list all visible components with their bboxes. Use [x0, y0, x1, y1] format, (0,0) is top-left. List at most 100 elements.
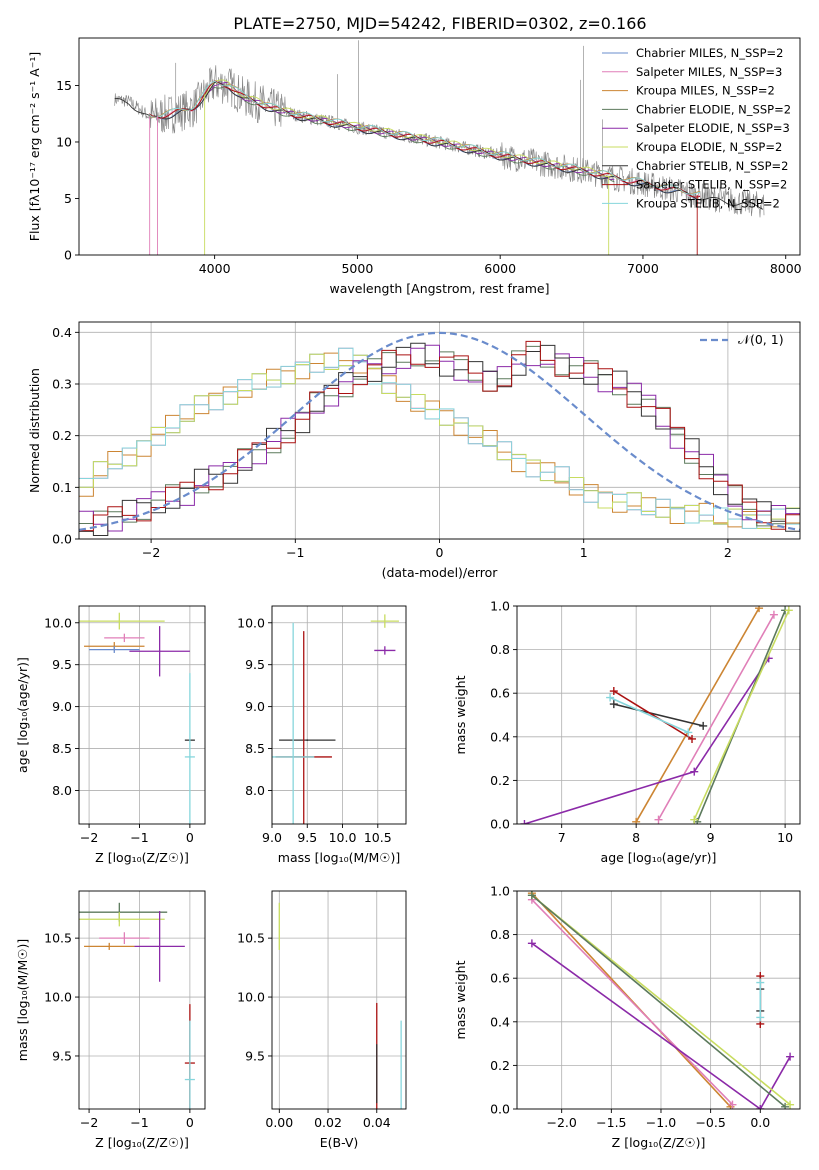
weight-kroupa-elodie-line: [531, 894, 791, 1106]
legend-salpeter-stelib-label: Salpeter STELIB, N_SSP=2: [636, 178, 787, 192]
age_vs_mass-plot-area: [272, 614, 399, 824]
model-kroupa-stelib-curve: [148, 80, 701, 195]
hist-salpeter-stelib: [79, 340, 800, 532]
spectrum-plot-area: [114, 40, 765, 255]
weight-chabrier-elodie-marker: [527, 891, 536, 900]
point-salpeter-elodie: [129, 626, 190, 677]
spectrum-xtick-label: 7000: [627, 261, 659, 276]
model-chabrier-stelib-curve: [114, 82, 764, 210]
mass_vs_EBV-xtick-label: 0.02: [314, 1115, 342, 1130]
weight_vs_age-panel: 7 8 9 10 0.0 0.2 0.4 0.6 0.8 1.0 age [log₁₀(age/yr…: [453, 599, 801, 865]
weight-salpeter-elodie-marker: [786, 1052, 795, 1061]
age_vs_Z-xtick-label: −2: [80, 830, 98, 845]
spectrum-frame: [78, 37, 801, 256]
weight_vs_age-xtick-label: 7: [558, 830, 566, 845]
age_vs_Z-ytick-label: 9.5: [52, 657, 72, 672]
residuals-ytick-label: 0.3: [52, 377, 72, 392]
weight-salpeter-stelib-marker: [688, 734, 697, 743]
age_vs_mass-xtick-label: 9.0: [262, 830, 282, 845]
normal-curve: [79, 331, 800, 531]
weight_vs_Z-ylabel: mass weight: [453, 960, 468, 1039]
age_vs_mass-xtick-label: 9.5: [297, 830, 317, 845]
weight-kroupa-elodie-marker: [784, 606, 793, 615]
weight-salpeter-elodie-line: [524, 657, 770, 824]
hist-kroupa-stelib: [79, 347, 800, 529]
age_vs_mass-frame: [271, 605, 407, 825]
residuals-xtick-label: 1: [580, 545, 588, 560]
weight_vs_Z-ytick-label: 0.0: [490, 1102, 510, 1117]
spectrum-panel: 4000 5000 6000 7000 8000 0 5 10 15 wavelength [An…: [27, 37, 802, 296]
legend-chabrier-miles-label: Chabrier MILES, N_SSP=2: [636, 46, 783, 60]
mass_vs_Z-xlabel: Z [log₁₀(Z/Z☉)]: [95, 1135, 189, 1150]
weight-salpeter-stelib-line: [613, 690, 693, 740]
legend-kroupa-stelib-label: Kroupa STELIB, N_SSP=2: [636, 196, 780, 210]
point-chabrier-stelib: [279, 739, 336, 741]
legend-normal-label: 𝒩(0, 1): [738, 332, 784, 347]
weight_vs_age-ytick-label: 0.6: [490, 686, 510, 701]
weight_vs_age-frame: [516, 605, 801, 825]
spectrum-ytick-label: 10: [56, 134, 72, 149]
mass_vs_Z-ytick-label: 10.5: [44, 931, 72, 946]
weight_vs_Z-xtick-label: −0.5: [695, 1115, 725, 1130]
mass_vs_Z-xtick-label: −2: [80, 1115, 98, 1130]
age_vs_Z-ytick-label: 9.0: [52, 699, 72, 714]
weight-salpeter-miles-line: [657, 614, 775, 820]
age_vs_mass-ytick-label: 10.0: [237, 615, 265, 630]
weight-salpeter-elodie-marker: [527, 939, 536, 948]
weight-kroupa-miles-marker: [632, 817, 641, 824]
legend-salpeter-miles-label: Salpeter MILES, N_SSP=3: [636, 65, 782, 79]
point-kroupa-miles: [84, 942, 135, 950]
spectrum-xtick-label: 8000: [770, 261, 802, 276]
residuals-panel: −2 −1 0 1 2 0.0 0.1 0.2 0.3 0.4 (data-model)/error…: [27, 321, 801, 580]
legend-chabrier-stelib-label: Chabrier STELIB, N_SSP=2: [636, 159, 788, 173]
hist-kroupa-miles: [79, 352, 800, 528]
figure-title: PLATE=2750, MJD=54242, FIBERID=0302, z=0…: [233, 14, 646, 33]
weight_vs_age-xlabel: age [log₁₀(age/yr)]: [601, 850, 717, 865]
point-salpeter-miles: [99, 932, 150, 945]
weight-kroupa-elodie-marker: [786, 1100, 795, 1109]
model-salpeter-stelib-curve: [148, 80, 701, 198]
legend-salpeter-elodie-label: Salpeter ELODIE, N_SSP=3: [636, 121, 790, 135]
mass_vs_EBV-xtick-label: 0.04: [363, 1115, 391, 1130]
age_vs_mass-xtick-label: 10.0: [329, 830, 357, 845]
mass_vs_EBV-ytick-label: 10.0: [237, 990, 265, 1005]
hist-chabrier-stelib: [79, 342, 800, 536]
weight_vs_Z-xtick-label: −2.0: [547, 1115, 577, 1130]
spectrum-ylabel: Flux [fλ10⁻¹⁷ erg cm⁻² s⁻¹ A⁻¹]: [27, 52, 42, 241]
weight-salpeter-elodie-marker: [520, 820, 529, 824]
weight-salpeter-miles-marker: [769, 610, 778, 619]
weight_vs_Z-plot-area: [527, 891, 795, 1109]
weight_vs_Z-ytick-label: 0.4: [490, 1014, 510, 1029]
legend-kroupa-miles-label: Kroupa MILES, N_SSP=2: [636, 84, 775, 98]
residuals-ytick-label: 0.4: [52, 325, 72, 340]
weight-kroupa-miles-marker: [755, 606, 764, 613]
weight_vs_age-ytick-label: 0.8: [490, 642, 510, 657]
weight-kroupa-stelib-marker: [756, 1013, 765, 1022]
weight_vs_Z-xtick-label: 0.0: [750, 1115, 770, 1130]
residuals-xlabel: (data-model)/error: [382, 565, 499, 580]
weight_vs_age-xtick-label: 9: [707, 830, 715, 845]
residuals-xtick-label: −1: [286, 545, 304, 560]
weight-salpeter-elodie-marker: [756, 1105, 765, 1109]
mass_vs_EBV-frame: [271, 890, 407, 1110]
weight-chabrier-elodie-line: [531, 894, 786, 1108]
mass_vs_Z-xtick-label: −1: [130, 1115, 148, 1130]
point-kroupa-elodie: [370, 614, 399, 628]
point-kroupa-stelib: [184, 673, 195, 824]
spectrum-ytick-label: 0: [64, 248, 72, 263]
weight_vs_age-ytick-label: 0.2: [490, 773, 510, 788]
mass_vs_Z-plot-area: [79, 902, 195, 1109]
age_vs_Z-xtick-label: −1: [130, 830, 148, 845]
weight-salpeter-elodie-marker: [690, 767, 699, 776]
age_vs_Z-xtick-label: 0: [186, 830, 194, 845]
point-chabrier-miles: [89, 646, 140, 653]
age_vs_Z-frame: [78, 605, 206, 825]
residuals-xtick-label: −2: [142, 545, 160, 560]
age_vs_mass-xlabel: mass [log₁₀(M/M☉)]: [278, 850, 400, 865]
spectrum-ytick-label: 5: [64, 191, 72, 206]
weight_vs_Z-ytick-label: 0.2: [490, 1058, 510, 1073]
weight-chabrier-stelib-line: [613, 703, 704, 727]
point-kroupa-elodie: [79, 912, 165, 927]
age_vs_mass-ytick-label: 8.0: [245, 783, 265, 798]
weight_vs_age-ytick-label: 0.4: [490, 729, 510, 744]
